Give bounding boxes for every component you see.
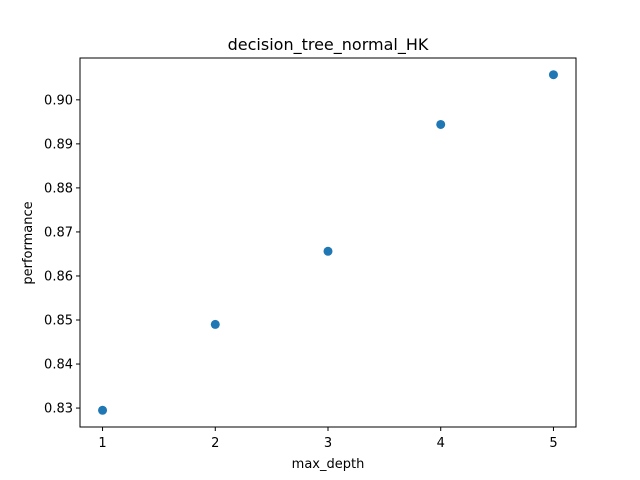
data-point bbox=[210, 319, 220, 329]
data-point bbox=[436, 119, 446, 129]
y-tick-label: 0.84 bbox=[44, 358, 73, 373]
x-tick-label: 5 bbox=[549, 436, 557, 451]
chart-title: decision_tree_normal_HK bbox=[228, 35, 429, 55]
data-point bbox=[323, 246, 333, 256]
data-points bbox=[98, 70, 558, 415]
y-tick-label: 0.87 bbox=[44, 225, 73, 240]
x-axis: 1 2 3 4 5 bbox=[98, 427, 558, 451]
data-point bbox=[548, 70, 558, 80]
y-tick-label: 0.85 bbox=[44, 313, 73, 328]
y-axis: 0.83 0.84 0.85 0.86 0.87 0.88 0.89 0.90 bbox=[44, 93, 80, 417]
x-tick-label: 2 bbox=[211, 436, 219, 451]
y-tick-label: 0.90 bbox=[44, 93, 73, 108]
y-tick-label: 0.86 bbox=[44, 269, 73, 284]
y-tick-label: 0.89 bbox=[44, 137, 73, 152]
x-axis-label: max_depth bbox=[292, 457, 365, 472]
x-tick-label: 1 bbox=[98, 436, 106, 451]
x-tick-label: 3 bbox=[324, 436, 332, 451]
y-tick-label: 0.83 bbox=[44, 402, 73, 417]
x-tick-label: 4 bbox=[437, 436, 445, 451]
y-axis-label: performance bbox=[21, 201, 36, 284]
plot-frame bbox=[79, 57, 577, 428]
data-point bbox=[98, 405, 108, 415]
plot-area bbox=[79, 57, 577, 428]
y-tick-label: 0.88 bbox=[44, 181, 73, 196]
